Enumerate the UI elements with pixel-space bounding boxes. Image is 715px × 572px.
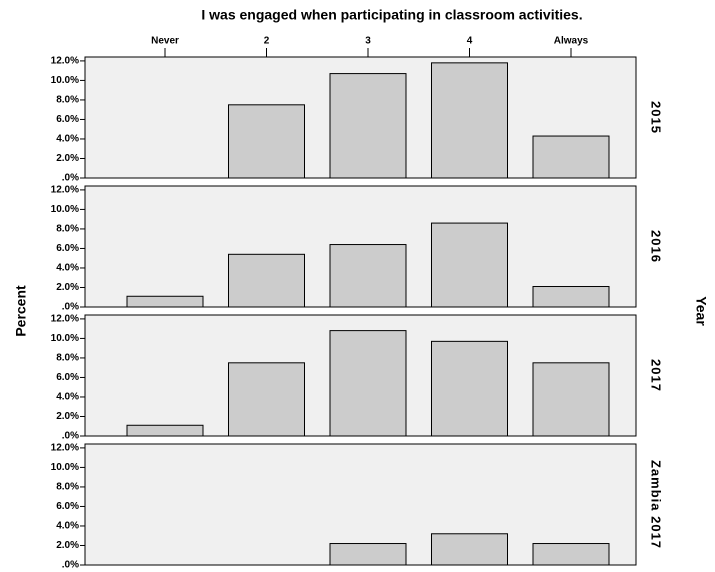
y-tick-label: 2.0% bbox=[56, 540, 79, 551]
chart-title: I was engaged when participating in clas… bbox=[201, 7, 582, 23]
bar bbox=[329, 244, 407, 308]
y-tick-label: 6.0% bbox=[56, 372, 79, 383]
facet-label: 2015 bbox=[649, 101, 664, 134]
y-tick-label: 8.0% bbox=[56, 353, 79, 364]
facet-axis-label: Year bbox=[693, 296, 709, 326]
bar bbox=[329, 330, 407, 437]
x-tick-label: Never bbox=[151, 36, 179, 47]
y-tick-label: 4.0% bbox=[56, 134, 79, 145]
bar bbox=[126, 295, 204, 308]
y-tick-label: 4.0% bbox=[56, 521, 79, 532]
bar bbox=[228, 362, 305, 437]
y-tick-label: 12.0% bbox=[51, 56, 79, 67]
y-tick-label: 10.0% bbox=[51, 333, 79, 344]
bar bbox=[329, 543, 407, 566]
bar bbox=[126, 424, 204, 437]
y-tick-label: .0% bbox=[62, 173, 79, 184]
y-tick-label: 4.0% bbox=[56, 392, 79, 403]
y-tick-label: 6.0% bbox=[56, 243, 79, 254]
y-tick-label: 4.0% bbox=[56, 263, 79, 274]
y-tick-label: 2.0% bbox=[56, 411, 79, 422]
y-tick-label: 10.0% bbox=[51, 204, 79, 215]
y-tick-label: 10.0% bbox=[51, 75, 79, 86]
y-tick-label: 8.0% bbox=[56, 224, 79, 235]
y-axis-label: Percent bbox=[13, 285, 29, 337]
y-tick-label: 8.0% bbox=[56, 482, 79, 493]
y-tick-label: .0% bbox=[62, 431, 79, 442]
bar bbox=[532, 135, 610, 179]
x-tick-label: 4 bbox=[467, 36, 473, 47]
bar bbox=[431, 62, 508, 179]
x-tick-label: 2 bbox=[264, 36, 270, 47]
bar bbox=[532, 543, 610, 566]
y-tick-label: .0% bbox=[62, 302, 79, 313]
x-tick-label: 3 bbox=[365, 36, 371, 47]
y-tick-label: 10.0% bbox=[51, 462, 79, 473]
y-tick-label: 8.0% bbox=[56, 95, 79, 106]
y-tick-label: 2.0% bbox=[56, 153, 79, 164]
y-tick-label: 12.0% bbox=[51, 443, 79, 454]
y-tick-label: .0% bbox=[62, 560, 79, 571]
y-tick-label: 2.0% bbox=[56, 282, 79, 293]
y-tick-label: 12.0% bbox=[51, 314, 79, 325]
bar bbox=[329, 73, 407, 179]
y-tick-label: 6.0% bbox=[56, 501, 79, 512]
y-tick-label: 12.0% bbox=[51, 185, 79, 196]
facet-label: 2016 bbox=[649, 230, 664, 263]
facet-label: 2017 bbox=[649, 359, 664, 392]
bar bbox=[532, 362, 610, 437]
bar bbox=[431, 533, 508, 566]
x-tick-label: Always bbox=[554, 36, 589, 47]
bar bbox=[431, 222, 508, 308]
bar bbox=[228, 104, 305, 179]
bar bbox=[431, 340, 508, 437]
y-tick-label: 6.0% bbox=[56, 114, 79, 125]
bar bbox=[228, 253, 305, 308]
facet-label: Zambia 2017 bbox=[649, 460, 664, 549]
bar bbox=[532, 286, 610, 308]
